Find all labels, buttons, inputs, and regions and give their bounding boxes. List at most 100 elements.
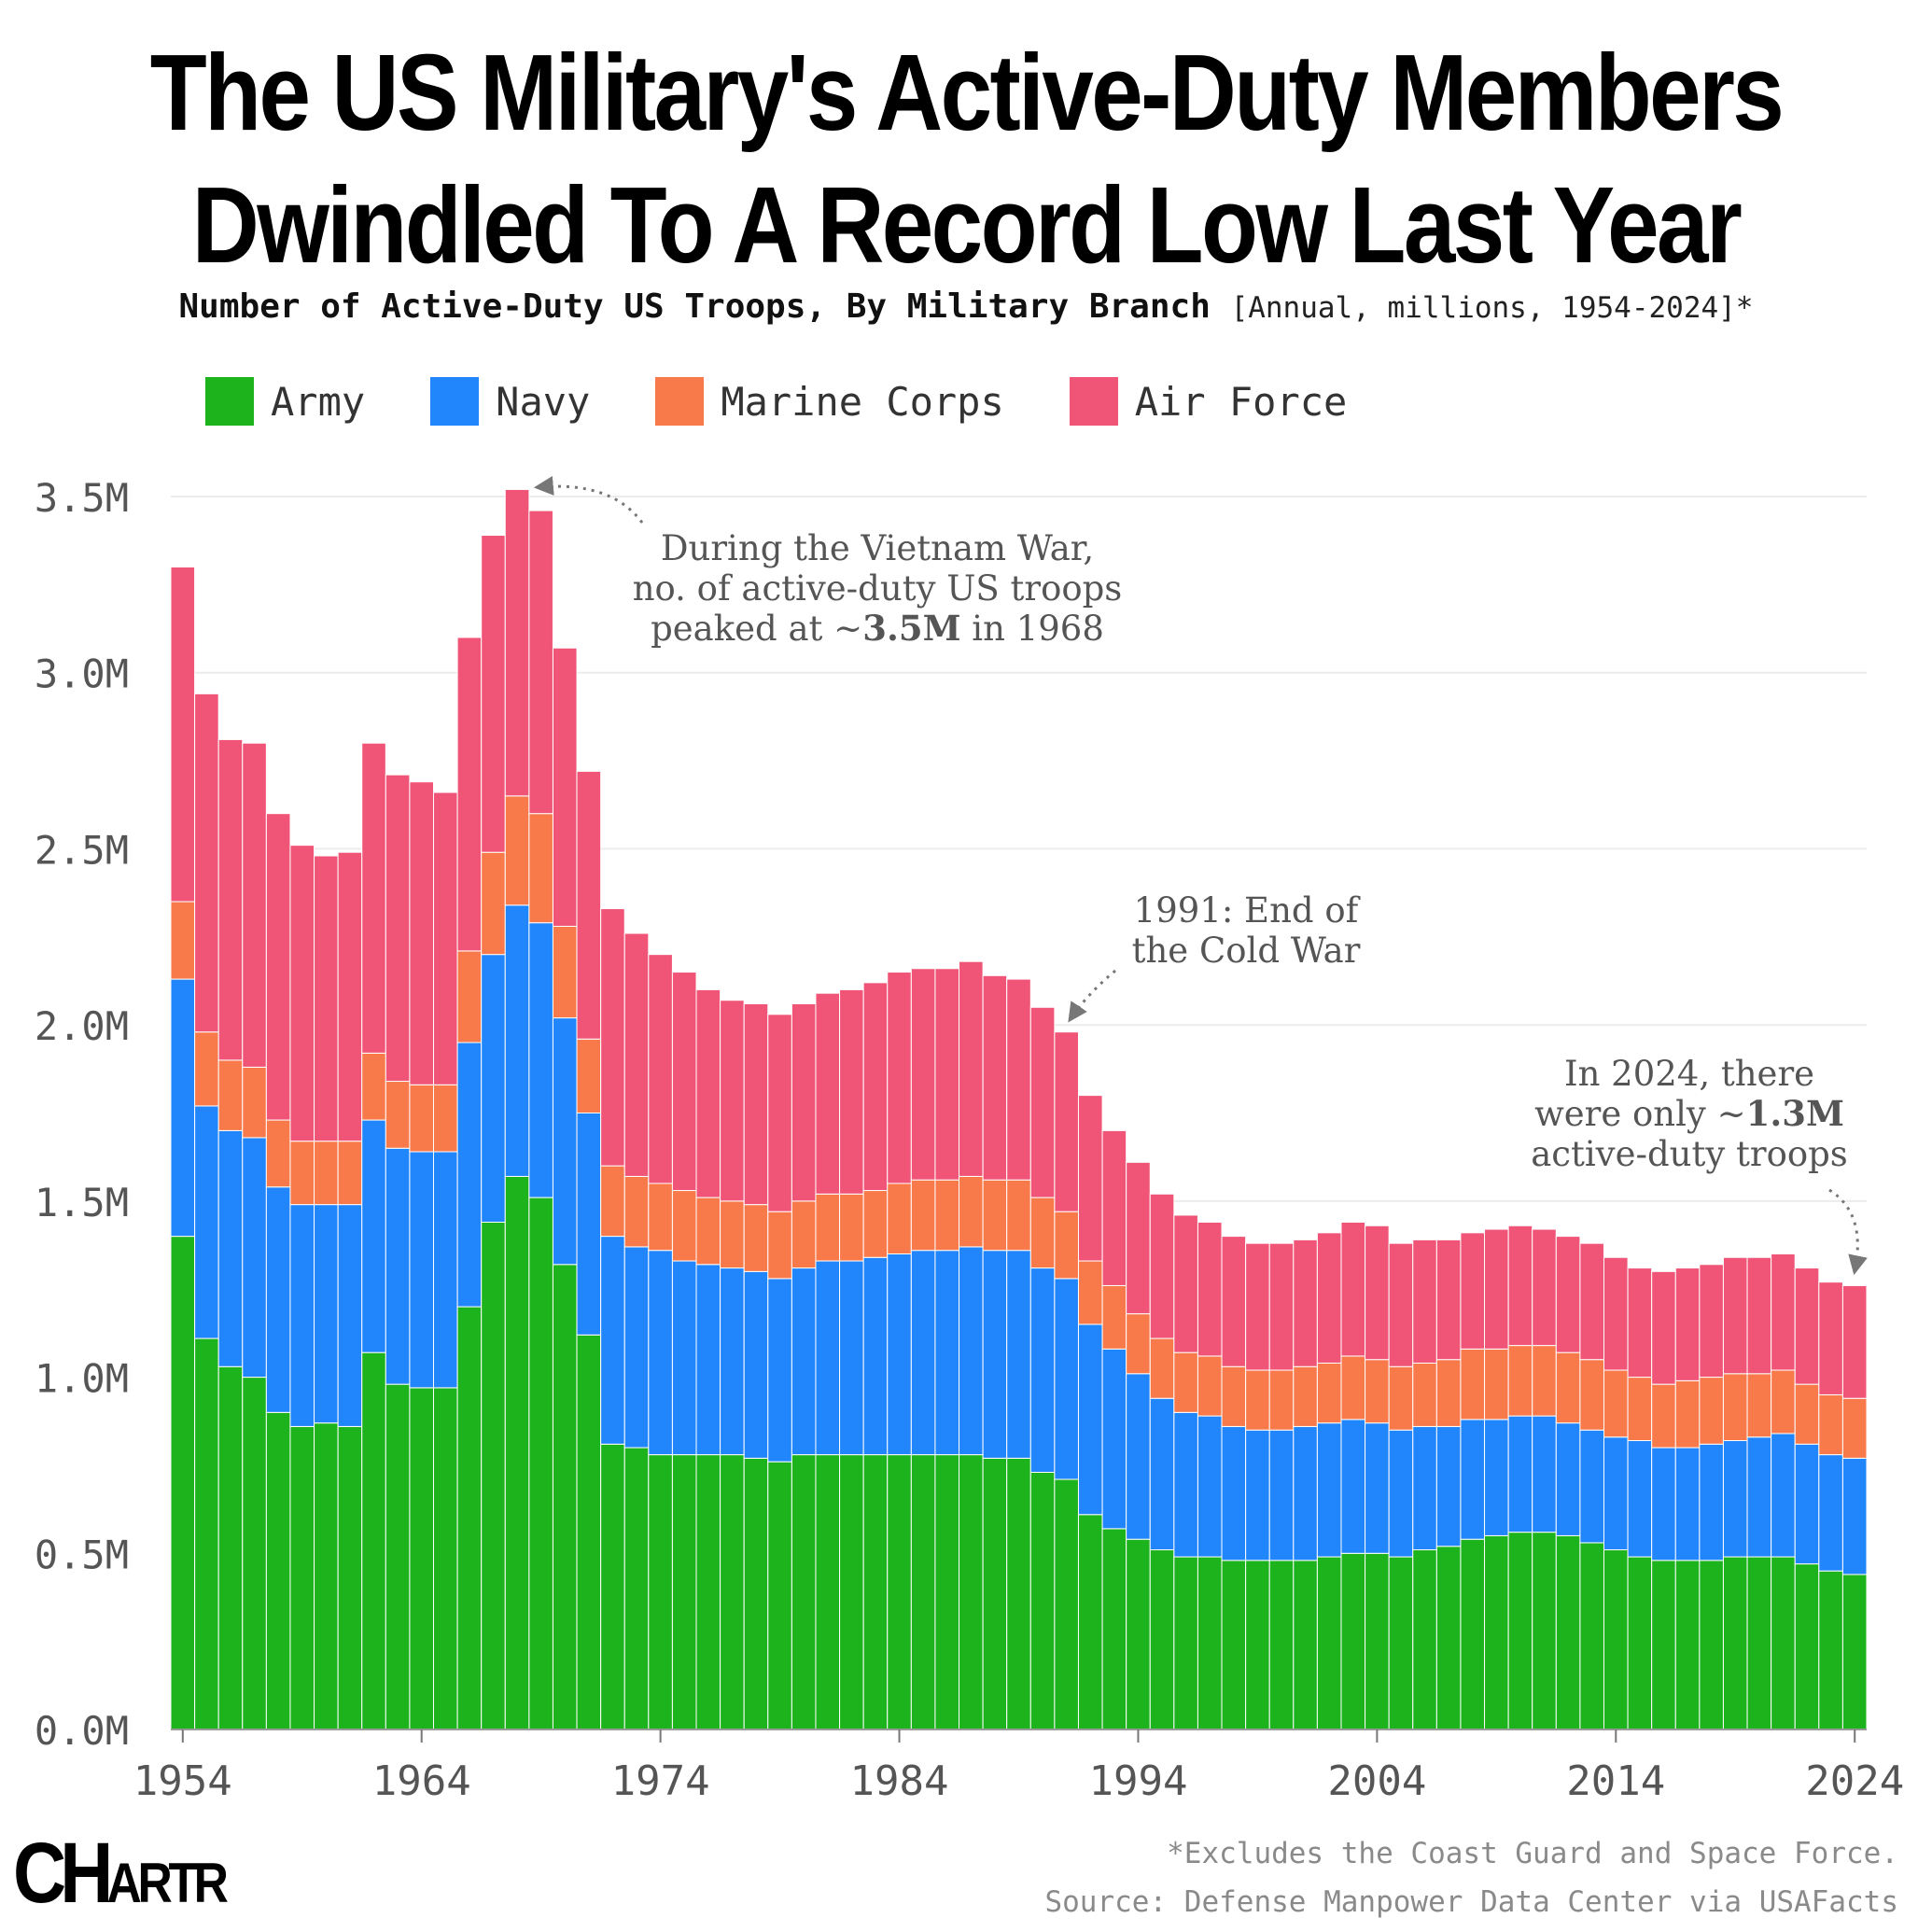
bar-segment-air-force — [1746, 1256, 1772, 1375]
bar-segment-air-force — [242, 742, 267, 1068]
bar-segment-marine-corps — [648, 1183, 673, 1252]
bar-segment-air-force — [1173, 1214, 1198, 1353]
bar-segment-marine-corps — [1388, 1365, 1414, 1431]
bar-segment-air-force — [1722, 1256, 1748, 1375]
bar-segment-army — [1149, 1549, 1175, 1730]
legend-item-navy: Navy — [430, 377, 590, 426]
bar-segment-army — [337, 1425, 363, 1730]
bar-segment-air-force — [576, 770, 602, 1040]
bar-segment-air-force — [1388, 1242, 1414, 1367]
bar-segment-air-force — [1435, 1239, 1462, 1361]
bar-segment-army — [194, 1337, 219, 1730]
bar-segment-navy — [552, 1017, 578, 1266]
bar-segment-navy — [1771, 1433, 1796, 1558]
bar-segment-navy — [1651, 1447, 1676, 1561]
bar-segment-army — [1722, 1556, 1748, 1730]
bar-segment-marine-corps — [1674, 1379, 1701, 1449]
bar-segment-navy — [1006, 1250, 1031, 1459]
bar-segment-air-force — [409, 781, 435, 1085]
bar-segment-air-force — [1340, 1222, 1366, 1357]
bar-segment-air-force — [720, 1000, 745, 1202]
bar-segment-army — [910, 1454, 936, 1730]
legend-item-army: Army — [205, 377, 365, 426]
legend-label-air-force: Air Force — [1134, 378, 1348, 425]
bar-segment-navy — [1722, 1440, 1748, 1558]
bar-segment-army — [1841, 1574, 1868, 1730]
bar-segment-air-force — [623, 932, 650, 1177]
legend-label-navy: Navy — [496, 378, 591, 425]
bar-segment-navy — [1245, 1429, 1270, 1561]
annotation-vietnam-line: peaked at ~3.5M in 1968 — [651, 608, 1104, 649]
bar-segment-air-force — [1818, 1281, 1843, 1395]
bar-segment-marine-corps — [743, 1204, 769, 1272]
bar-segment-marine-corps — [528, 813, 553, 924]
bar-segment-navy — [1126, 1373, 1151, 1540]
bar-segment-marine-corps — [671, 1190, 697, 1262]
bar-segment-marine-corps — [815, 1193, 841, 1262]
bar-segment-air-force — [1651, 1270, 1676, 1385]
bar-segment-army — [576, 1334, 602, 1730]
bar-segment-army — [456, 1306, 483, 1730]
bar-segment-marine-corps — [361, 1052, 386, 1121]
bar-segment-marine-corps — [1627, 1377, 1653, 1442]
x-tick-label: 1954 — [133, 1757, 232, 1805]
bar-segment-army — [815, 1454, 841, 1730]
bar-segment-air-force — [910, 968, 936, 1181]
bar-segment-army — [862, 1454, 889, 1730]
annotation-2024-line: were only ~1.3M — [1534, 1093, 1844, 1134]
bar-segment-air-force — [361, 742, 386, 1054]
bar-segment-army — [720, 1454, 745, 1730]
bar-segment-navy — [767, 1278, 792, 1463]
bar-segment-navy — [671, 1260, 697, 1456]
bar-segment-navy — [1316, 1422, 1342, 1558]
bar-segment-marine-corps — [1029, 1197, 1056, 1269]
bar-segment-marine-corps — [1054, 1211, 1079, 1280]
bar-segment-army — [648, 1454, 673, 1730]
bar-segment-navy — [1149, 1397, 1175, 1551]
bar-segment-air-force — [481, 535, 506, 853]
bar-segment-air-force — [1029, 1006, 1056, 1198]
bar-segment-navy — [1268, 1429, 1295, 1561]
x-tick-label: 2014 — [1566, 1757, 1665, 1805]
bar-segment-navy — [456, 1042, 483, 1308]
bar-segment-army — [265, 1411, 291, 1730]
bar-segment-army — [1340, 1552, 1366, 1730]
bar-segment-marine-corps — [433, 1084, 458, 1153]
bar-segment-navy — [1460, 1419, 1486, 1540]
bar-segment-army — [1412, 1549, 1437, 1730]
bar-segment-army — [1388, 1556, 1414, 1730]
bar-segment-army — [1293, 1560, 1318, 1730]
annotation-vietnam-line: no. of active-duty US troops — [633, 568, 1123, 609]
bar-segment-marine-corps — [1006, 1179, 1031, 1252]
bar-segment-marine-corps — [1365, 1359, 1390, 1424]
bar-segment-navy — [648, 1250, 673, 1456]
bar-segment-navy — [481, 954, 506, 1224]
x-tick-label: 1984 — [850, 1757, 949, 1805]
bar-segment-marine-corps — [1746, 1373, 1772, 1438]
bar-segment-marine-corps — [1579, 1359, 1604, 1431]
bar-segment-air-force — [862, 982, 889, 1192]
bar-segment-marine-corps — [170, 901, 196, 980]
bar-segment-army — [1173, 1556, 1198, 1730]
bar-segment-navy — [600, 1236, 625, 1445]
bar-segment-navy — [1340, 1419, 1366, 1554]
bar-segment-marine-corps — [791, 1200, 817, 1269]
bar-segment-navy — [1674, 1447, 1701, 1561]
bar-segment-air-force — [217, 738, 244, 1061]
bar-segment-air-force — [194, 693, 219, 1033]
x-tick-label: 1964 — [372, 1757, 471, 1805]
bar-segment-army — [1268, 1560, 1295, 1730]
bar-segment-army — [1054, 1478, 1079, 1730]
bar-segment-air-force — [815, 992, 841, 1195]
bar-segment-marine-corps — [767, 1211, 792, 1280]
bar-segment-marine-corps — [409, 1084, 435, 1153]
bar-segment-navy — [982, 1250, 1008, 1459]
bar-segment-marine-corps — [839, 1193, 864, 1262]
bar-segment-navy — [791, 1267, 817, 1456]
bar-segment-army — [1674, 1560, 1701, 1730]
annotation-highlight: 1.3M — [1746, 1093, 1844, 1134]
bar-segment-marine-corps — [600, 1165, 625, 1238]
bar-segment-marine-corps — [385, 1081, 411, 1149]
bar-segment-navy — [1484, 1419, 1509, 1536]
